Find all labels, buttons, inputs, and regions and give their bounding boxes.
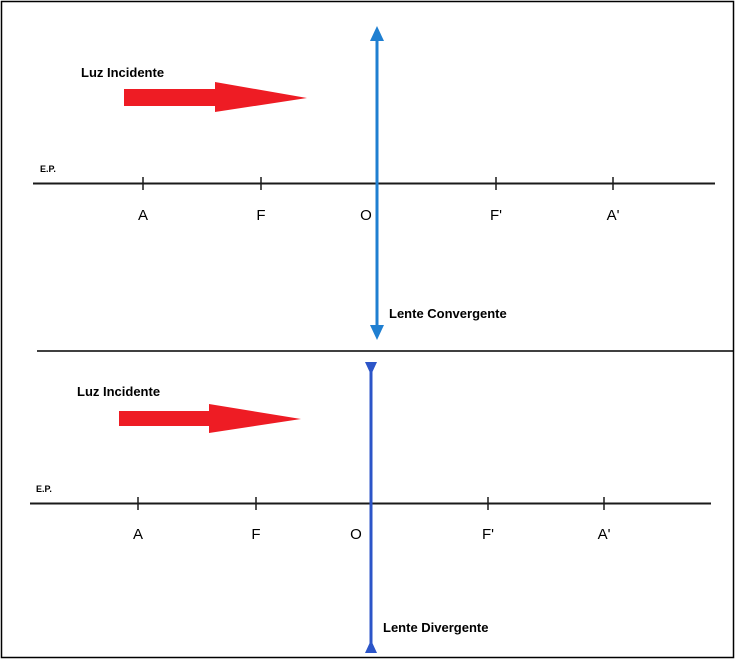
point-label-a-prime: A' bbox=[598, 526, 611, 543]
panel-convergent: Luz Incidente E.P. A F O F' A' Lente Con… bbox=[33, 26, 715, 340]
incident-light-label: Luz Incidente bbox=[77, 384, 160, 399]
double-arrow-inward-icon bbox=[365, 362, 377, 653]
double-arrow-outward-icon bbox=[370, 26, 384, 340]
incident-light-label: Luz Incidente bbox=[81, 65, 164, 80]
incident-light-arrow bbox=[124, 82, 307, 112]
point-label-a: A bbox=[133, 526, 143, 543]
point-label-a: A bbox=[138, 207, 148, 224]
ep-label: E.P. bbox=[36, 484, 52, 494]
point-label-f: F bbox=[251, 526, 260, 543]
lens-label-convergent: Lente Convergente bbox=[389, 306, 507, 321]
point-label-o: O bbox=[360, 207, 372, 224]
point-label-a-prime: A' bbox=[607, 207, 620, 224]
point-label-f: F bbox=[256, 207, 265, 224]
incident-light-arrow bbox=[119, 404, 301, 433]
point-label-o: O bbox=[350, 526, 362, 543]
point-label-f-prime: F' bbox=[482, 526, 494, 543]
lens-label-divergent: Lente Divergente bbox=[383, 620, 488, 635]
point-label-f-prime: F' bbox=[490, 207, 502, 224]
ep-label: E.P. bbox=[40, 164, 56, 174]
panel-divergent: Luz Incidente E.P. A F O F' A' Lente Div… bbox=[30, 362, 711, 653]
